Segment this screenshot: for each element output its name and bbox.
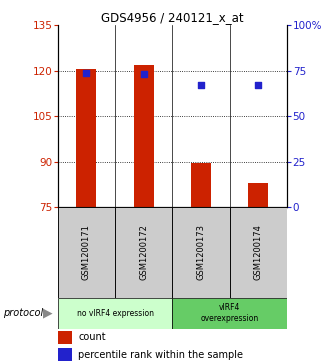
Point bbox=[256, 82, 261, 88]
Bar bbox=[58, 207, 115, 298]
Bar bbox=[173, 207, 230, 298]
Text: count: count bbox=[79, 333, 106, 342]
Text: GSM1200173: GSM1200173 bbox=[197, 224, 206, 280]
Title: GDS4956 / 240121_x_at: GDS4956 / 240121_x_at bbox=[101, 11, 244, 24]
Text: protocol: protocol bbox=[3, 308, 44, 318]
Bar bbox=[76, 69, 96, 207]
Point bbox=[198, 82, 204, 88]
Bar bbox=[58, 348, 72, 361]
Bar bbox=[248, 183, 269, 207]
Text: GSM1200171: GSM1200171 bbox=[82, 224, 91, 280]
Bar bbox=[58, 298, 173, 329]
Text: no vIRF4 expression: no vIRF4 expression bbox=[77, 309, 153, 318]
Point bbox=[84, 70, 89, 76]
Bar bbox=[58, 331, 72, 344]
Bar bbox=[115, 207, 173, 298]
Text: ▶: ▶ bbox=[43, 307, 53, 319]
Bar bbox=[230, 207, 287, 298]
Bar bbox=[173, 298, 287, 329]
Text: percentile rank within the sample: percentile rank within the sample bbox=[79, 350, 244, 360]
Text: vIRF4
overexpression: vIRF4 overexpression bbox=[201, 303, 259, 323]
Text: GSM1200174: GSM1200174 bbox=[254, 224, 263, 280]
Text: GSM1200172: GSM1200172 bbox=[139, 224, 148, 280]
Bar bbox=[134, 65, 154, 207]
Point bbox=[141, 72, 147, 77]
Bar bbox=[191, 163, 211, 207]
